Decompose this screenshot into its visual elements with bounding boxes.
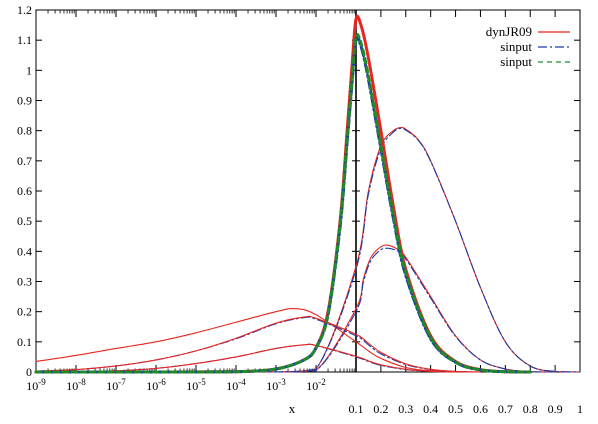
series-line-peak-dynJR09: [34, 14, 532, 374]
series-line-broad-sinput-dashdot: [35, 127, 581, 373]
legend-label: sinput: [500, 54, 532, 69]
x-lin-tick-label: 0.9: [548, 402, 563, 416]
series-line-sea3-dynJR09: [35, 343, 457, 373]
x-lin-tick-label: 1: [577, 402, 583, 416]
y-tick-label: 0.7: [17, 154, 32, 168]
series-lines: [34, 14, 581, 374]
x-lin-tick-label: 0.1: [349, 402, 364, 416]
legend-label: dynJR09: [486, 24, 532, 39]
series-line-peak-sinput-dashed: [34, 33, 532, 374]
x-log-tick-label: 10-5: [186, 377, 206, 393]
x-log-tick-label: 10-9: [26, 377, 46, 393]
y-tick-label: 1.2: [17, 3, 32, 17]
y-tick-label: 0.1: [17, 335, 32, 349]
x-log-tick-label: 10-8: [66, 377, 86, 393]
series-line-broad-dynJR09: [35, 126, 581, 373]
series-line-sea2-sinput-dashdot: [35, 316, 481, 373]
y-tick-label: 0.6: [17, 184, 32, 198]
x-lin-tick-label: 0.7: [498, 402, 513, 416]
series-line-peak-sinput-dashdot: [34, 36, 532, 374]
y-tick-label: 0: [26, 365, 32, 379]
plot-frame: [35, 9, 581, 373]
plot-border: [35, 9, 581, 373]
x-lin-tick-label: 0.3: [398, 402, 413, 416]
x-log-tick-label: 10-2: [306, 377, 326, 393]
x-lin-tick-label: 0.8: [523, 402, 538, 416]
y-tick-label: 1: [26, 63, 32, 77]
y-tick-label: 0.9: [17, 94, 32, 108]
x-axis-title: x: [289, 401, 296, 416]
y-tick-label: 1.1: [17, 33, 32, 47]
x-lin-tick-label: 0.2: [373, 402, 388, 416]
series-line-sea1-dynJR09: [35, 307, 481, 373]
x-lin-tick-label: 0.4: [423, 402, 438, 416]
x-log-tick-label: 10-6: [146, 377, 166, 393]
x-lin-tick-label: 0.5: [448, 402, 463, 416]
y-tick-label: 0.3: [17, 275, 32, 289]
y-tick-label: 0.8: [17, 124, 32, 138]
axis-ticks: 0 0.1 0.2 0.3 0.4 0.5 0.6 0.7 0.8 0.9 1 1.1 1.2 10-9 1…: [17, 3, 583, 416]
series-line-mid-sinput-dashdot: [35, 247, 556, 373]
x-log-tick-label: 10-3: [266, 377, 286, 393]
x-log-tick-label: 10-4: [226, 377, 246, 393]
y-tick-label: 0.2: [17, 305, 32, 319]
y-tick-label: 0.4: [17, 244, 32, 258]
y-tick-label: 0.5: [17, 214, 32, 228]
x-log-tick-label: 10-7: [106, 377, 126, 393]
series-line-sea2-dynJR09: [35, 315, 481, 373]
x-lin-tick-label: 0.6: [473, 402, 488, 416]
legend-label: sinput: [500, 39, 532, 54]
